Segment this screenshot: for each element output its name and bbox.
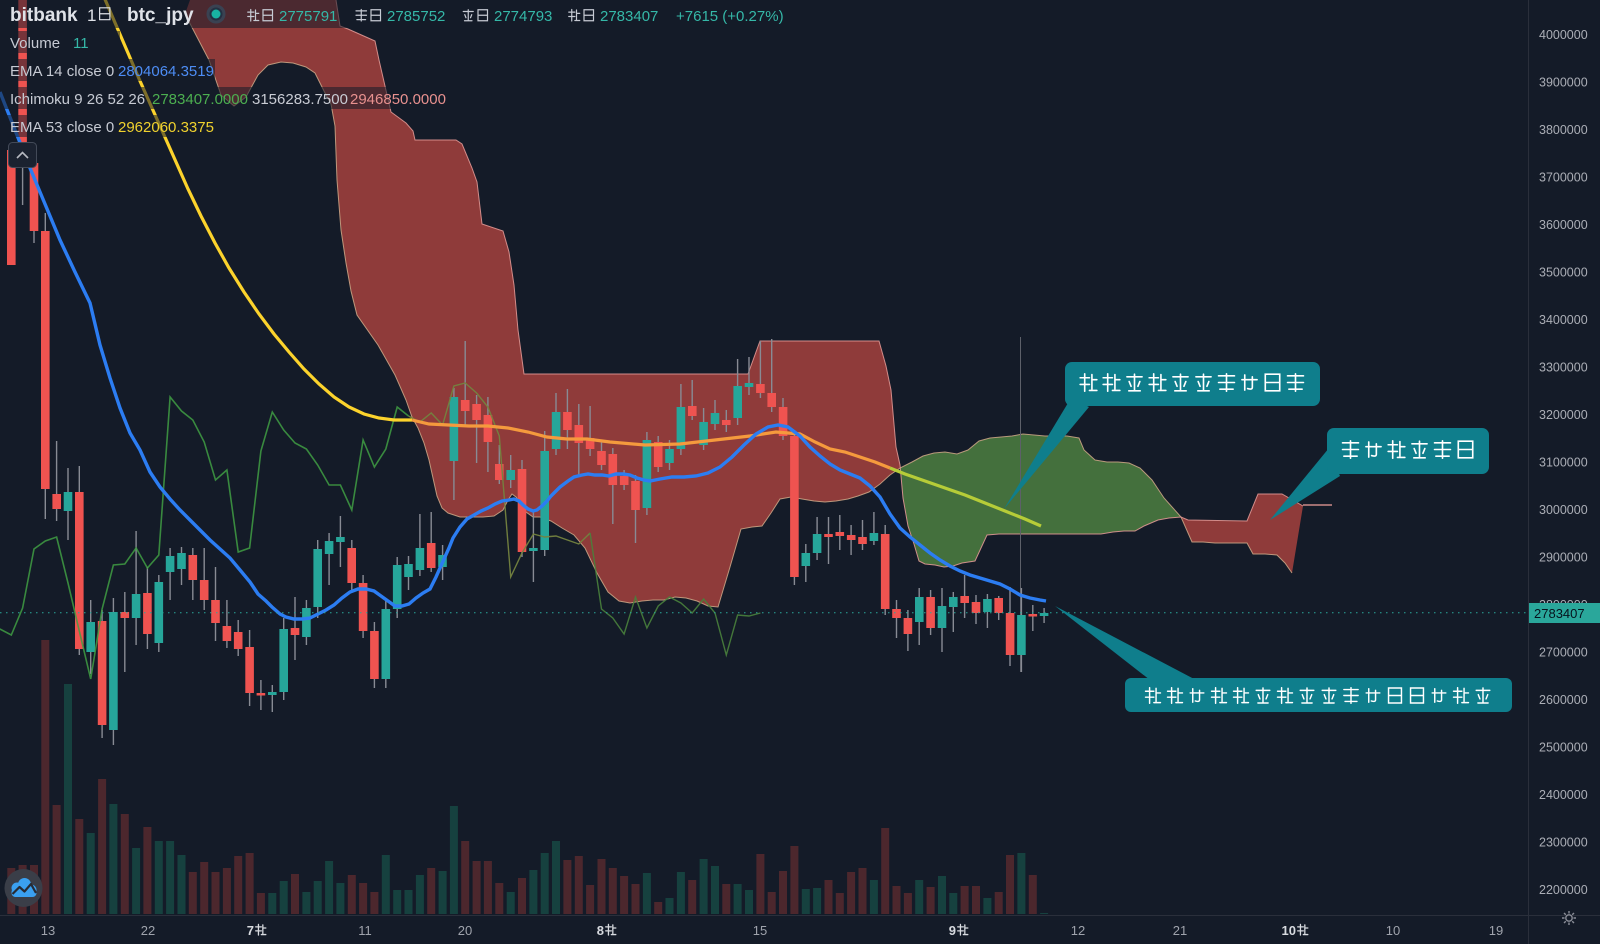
svg-text:3000000: 3000000 [1539,503,1588,517]
svg-text:1: 1 [87,6,96,25]
svg-text:2300000: 2300000 [1539,836,1588,850]
svg-text:3156283.7500: 3156283.7500 [252,91,348,108]
svg-text:19: 19 [1489,923,1503,938]
svg-text:3700000: 3700000 [1539,171,1588,185]
svg-text:3900000: 3900000 [1539,76,1588,90]
svg-text:7: 7 [247,923,254,938]
svg-text:2500000: 2500000 [1539,741,1588,755]
svg-text:3100000: 3100000 [1539,456,1588,470]
svg-text:9: 9 [949,923,956,938]
svg-text:3200000: 3200000 [1539,408,1588,422]
svg-text:2962060.3375: 2962060.3375 [118,119,214,136]
svg-text:22: 22 [141,923,155,938]
svg-text:2783407.0000: 2783407.0000 [152,91,248,108]
svg-text:btc_jpy: btc_jpy [127,5,194,26]
svg-text:12: 12 [1071,923,1085,938]
svg-text:2783407: 2783407 [1534,606,1585,621]
svg-text:2400000: 2400000 [1539,788,1588,802]
svg-text:4000000: 4000000 [1539,28,1588,42]
svg-text:2775791: 2775791 [279,8,337,25]
svg-text:EMA 53 close 0: EMA 53 close 0 [10,119,114,136]
svg-text:3400000: 3400000 [1539,313,1588,327]
svg-text:8: 8 [597,923,604,938]
svg-text:2946850.0000: 2946850.0000 [350,91,446,108]
svg-text:10: 10 [1386,923,1400,938]
svg-text:Ichimoku 9 26 52 26: Ichimoku 9 26 52 26 [10,91,145,108]
svg-text:2900000: 2900000 [1539,551,1588,565]
svg-text:3500000: 3500000 [1539,266,1588,280]
svg-text:2200000: 2200000 [1539,883,1588,897]
svg-text:11: 11 [358,923,372,938]
svg-text:15: 15 [753,923,767,938]
svg-text:2785752: 2785752 [387,8,445,25]
svg-text:3600000: 3600000 [1539,218,1588,232]
svg-text:2774793: 2774793 [494,8,552,25]
svg-text:Volume: Volume [10,35,60,52]
svg-text:EMA 14 close 0: EMA 14 close 0 [10,63,114,80]
svg-text:2600000: 2600000 [1539,693,1588,707]
svg-text:10: 10 [1282,923,1296,938]
svg-text:2783407: 2783407 [600,8,658,25]
svg-text:3800000: 3800000 [1539,123,1588,137]
svg-text:bitbank: bitbank [10,5,78,26]
svg-text:+7615 (+0.27%): +7615 (+0.27%) [676,8,784,25]
svg-text:20: 20 [458,923,472,938]
svg-text:2804064.3519: 2804064.3519 [118,63,214,80]
svg-text:13: 13 [41,923,55,938]
svg-text:2700000: 2700000 [1539,646,1588,660]
svg-text:11: 11 [73,35,89,52]
svg-text:3300000: 3300000 [1539,361,1588,375]
svg-text:21: 21 [1173,923,1187,938]
